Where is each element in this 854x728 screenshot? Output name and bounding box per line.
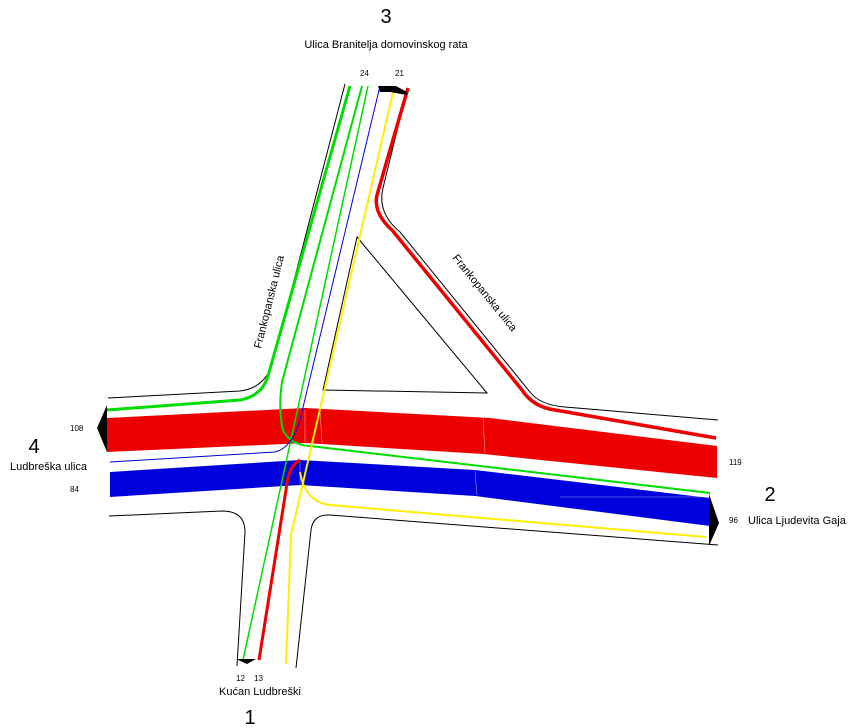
approach-arrows <box>97 86 719 664</box>
road-edges <box>107 83 719 669</box>
approach-4-number: 4 <box>28 436 39 458</box>
road-edge-east-bottom <box>295 514 719 669</box>
volume-label: 119 <box>729 458 742 467</box>
lane-red-north <box>374 87 717 440</box>
arrow-east <box>709 494 719 546</box>
approach-2-number: 2 <box>764 484 775 506</box>
arrow-south <box>236 659 256 664</box>
lane-green-north-2 <box>279 85 711 494</box>
approach-3-number: 3 <box>380 6 391 28</box>
approach-4-name: Ludbreška ulica <box>10 461 88 473</box>
lane-lines <box>106 85 717 665</box>
volume-label: 21 <box>395 69 404 78</box>
flow-band-blue <box>110 460 710 526</box>
lane-green-south <box>242 85 369 661</box>
volume-label: 13 <box>254 674 263 683</box>
road-edge-west-top <box>107 83 346 399</box>
approach-1-number: 1 <box>244 707 255 728</box>
arrow-west <box>97 405 107 452</box>
splitter-island <box>322 235 489 394</box>
approach-3-name: Ulica Branitelja domovinskog rata <box>304 39 468 51</box>
street-label-frankopanska-east: Frankopanska ulica <box>450 252 520 334</box>
lane-green-west <box>106 85 352 412</box>
lane-yellow-north <box>285 87 395 665</box>
volume-label: 24 <box>360 69 369 78</box>
lane-blue-north <box>109 85 381 463</box>
lane-red-south <box>257 458 301 661</box>
volume-label: 84 <box>70 485 79 494</box>
volume-label: 12 <box>236 674 245 683</box>
road-edge-west-bottom <box>108 510 246 667</box>
volume-label: 108 <box>70 424 84 433</box>
lane-yellow-east <box>299 471 707 538</box>
street-label-frankopanska-west: Frankopanska ulica <box>252 253 287 349</box>
flow-band-red <box>107 408 717 478</box>
road-edge-north-right <box>381 89 719 421</box>
approach-2-name: Ulica Ljudevita Gaja <box>748 515 847 527</box>
approach-1-name: Kućan Ludbreški <box>219 686 301 698</box>
arrow-north-2 <box>390 86 407 95</box>
volume-label: 96 <box>729 516 738 525</box>
